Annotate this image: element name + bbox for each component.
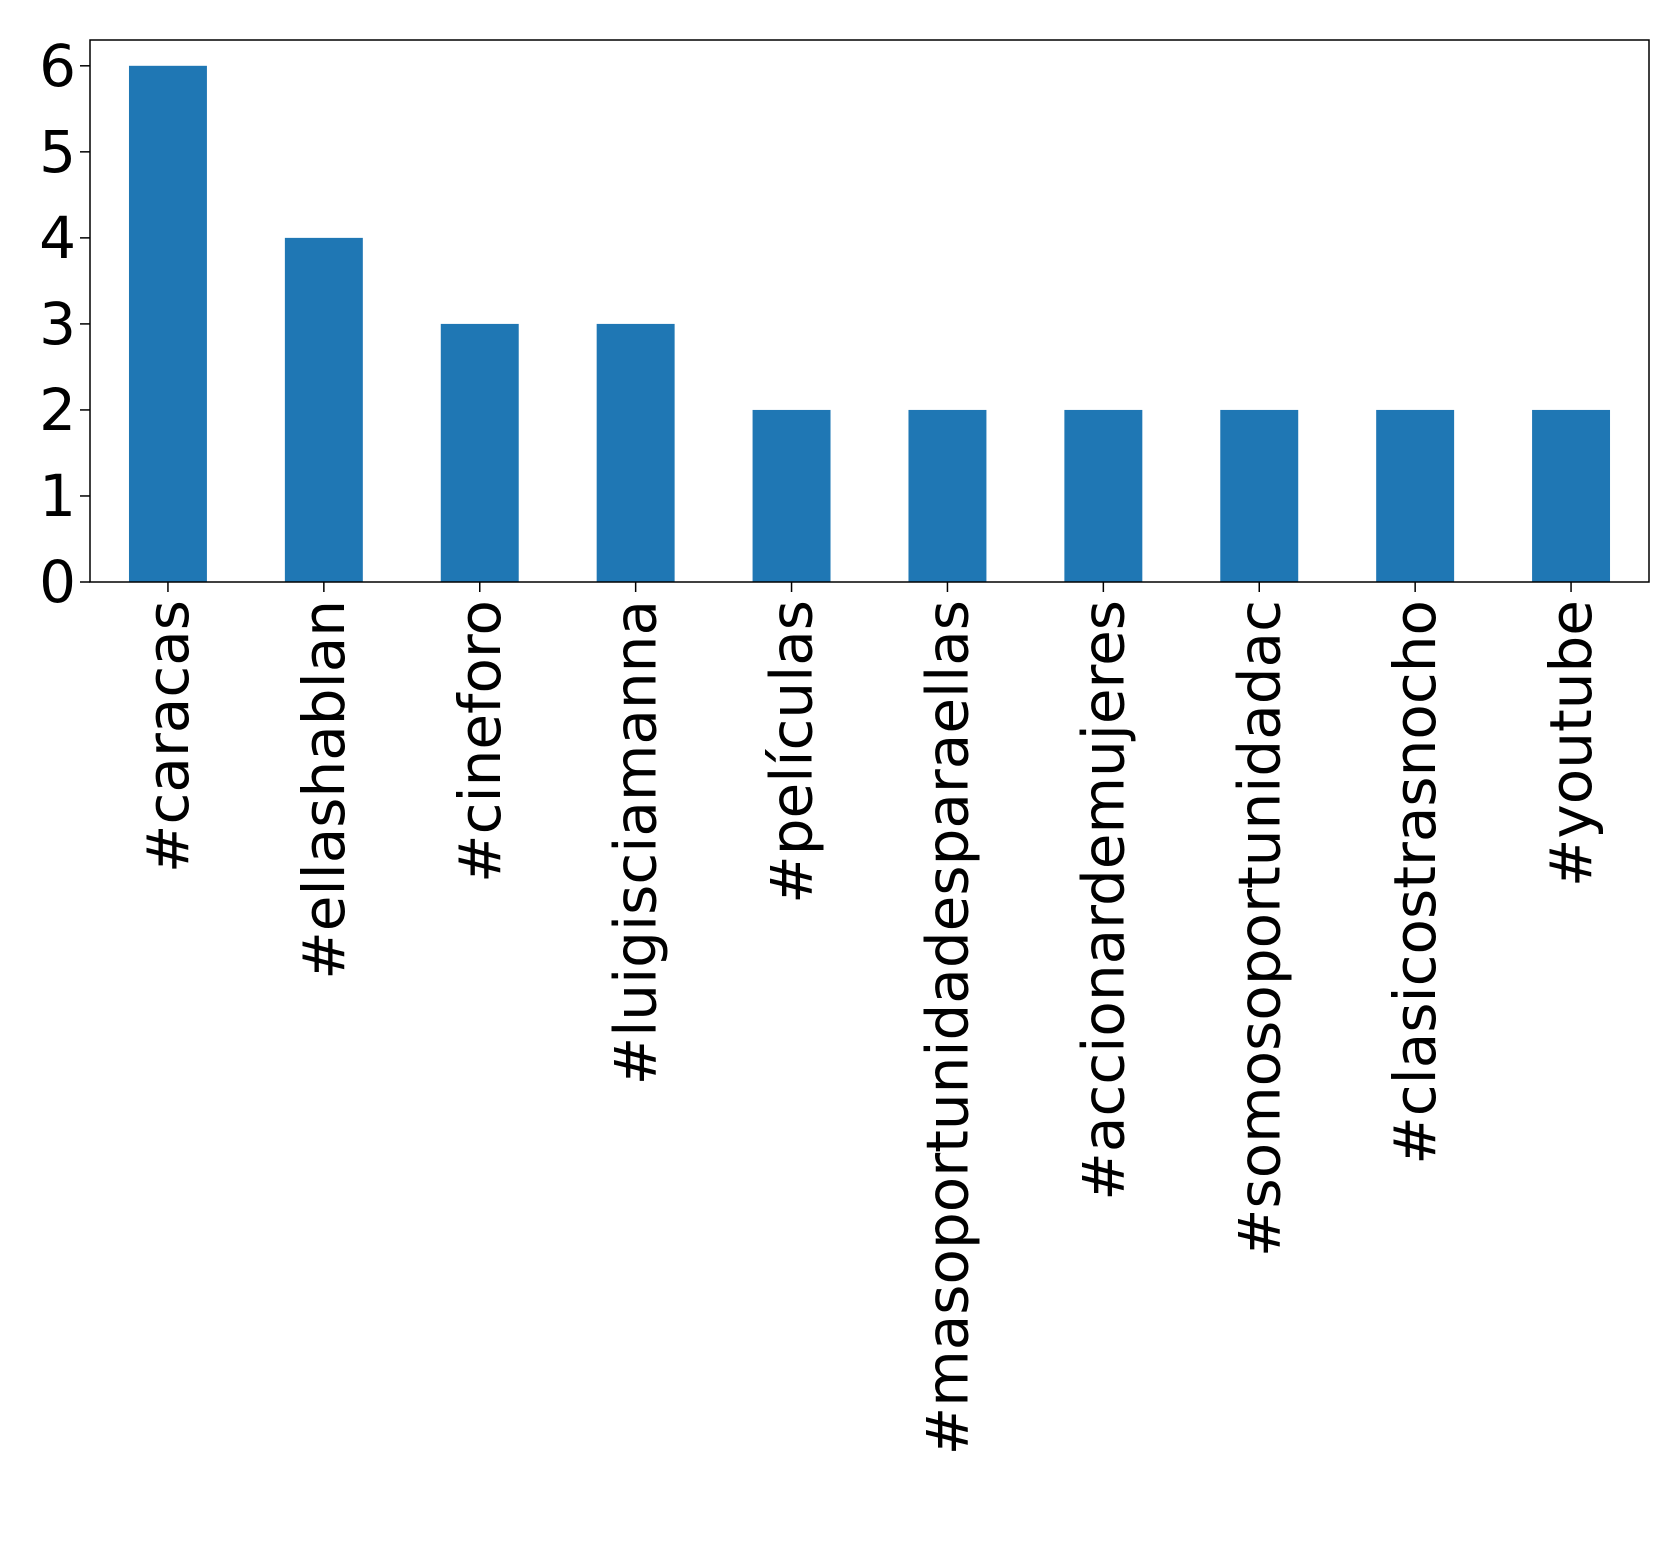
x-tick-label-0: #caracas [134, 600, 202, 873]
y-tick-label-1: 1 [39, 462, 76, 530]
bar-9 [1532, 409, 1611, 582]
x-tick-label-4: #películas [758, 600, 826, 904]
y-tick-label-0: 0 [39, 548, 76, 616]
x-tick-label-8: #clasicostrasnocho [1381, 600, 1449, 1165]
x-tick-label-5: #masoportunidadesparaellas [913, 600, 981, 1455]
y-tick-label-5: 5 [39, 118, 76, 186]
bar-6 [1064, 409, 1143, 582]
bar-0 [128, 65, 207, 583]
bars-layer [128, 65, 1611, 583]
x-tick-label-3: #luigisciamanna [602, 600, 670, 1085]
bar-5 [908, 409, 987, 582]
x-tick-label-9: #youtube [1537, 600, 1605, 887]
bar-3 [596, 323, 675, 582]
y-tick-label-4: 4 [39, 204, 76, 272]
y-axis: 0 1 2 3 4 5 6 [39, 32, 90, 616]
bar-7 [1220, 409, 1299, 582]
x-tick-label-7: #somosoportunidadac [1225, 600, 1293, 1257]
x-tick-label-2: #cineforo [446, 600, 514, 883]
y-tick-label-2: 2 [39, 376, 76, 444]
bar-2 [440, 323, 519, 582]
bar-4 [752, 409, 831, 582]
x-axis: #caracas #ellashablan #cineforo #luigisciam… [134, 582, 1605, 1455]
y-tick-label-6: 6 [39, 32, 76, 100]
x-tick-label-1: #ellashablan [290, 600, 358, 980]
bar-8 [1376, 409, 1455, 582]
bar-1 [284, 237, 363, 582]
plot-frame [89, 39, 1650, 583]
y-tick-label-3: 3 [39, 290, 76, 358]
x-tick-label-6: #accionardemujeres [1069, 600, 1137, 1201]
